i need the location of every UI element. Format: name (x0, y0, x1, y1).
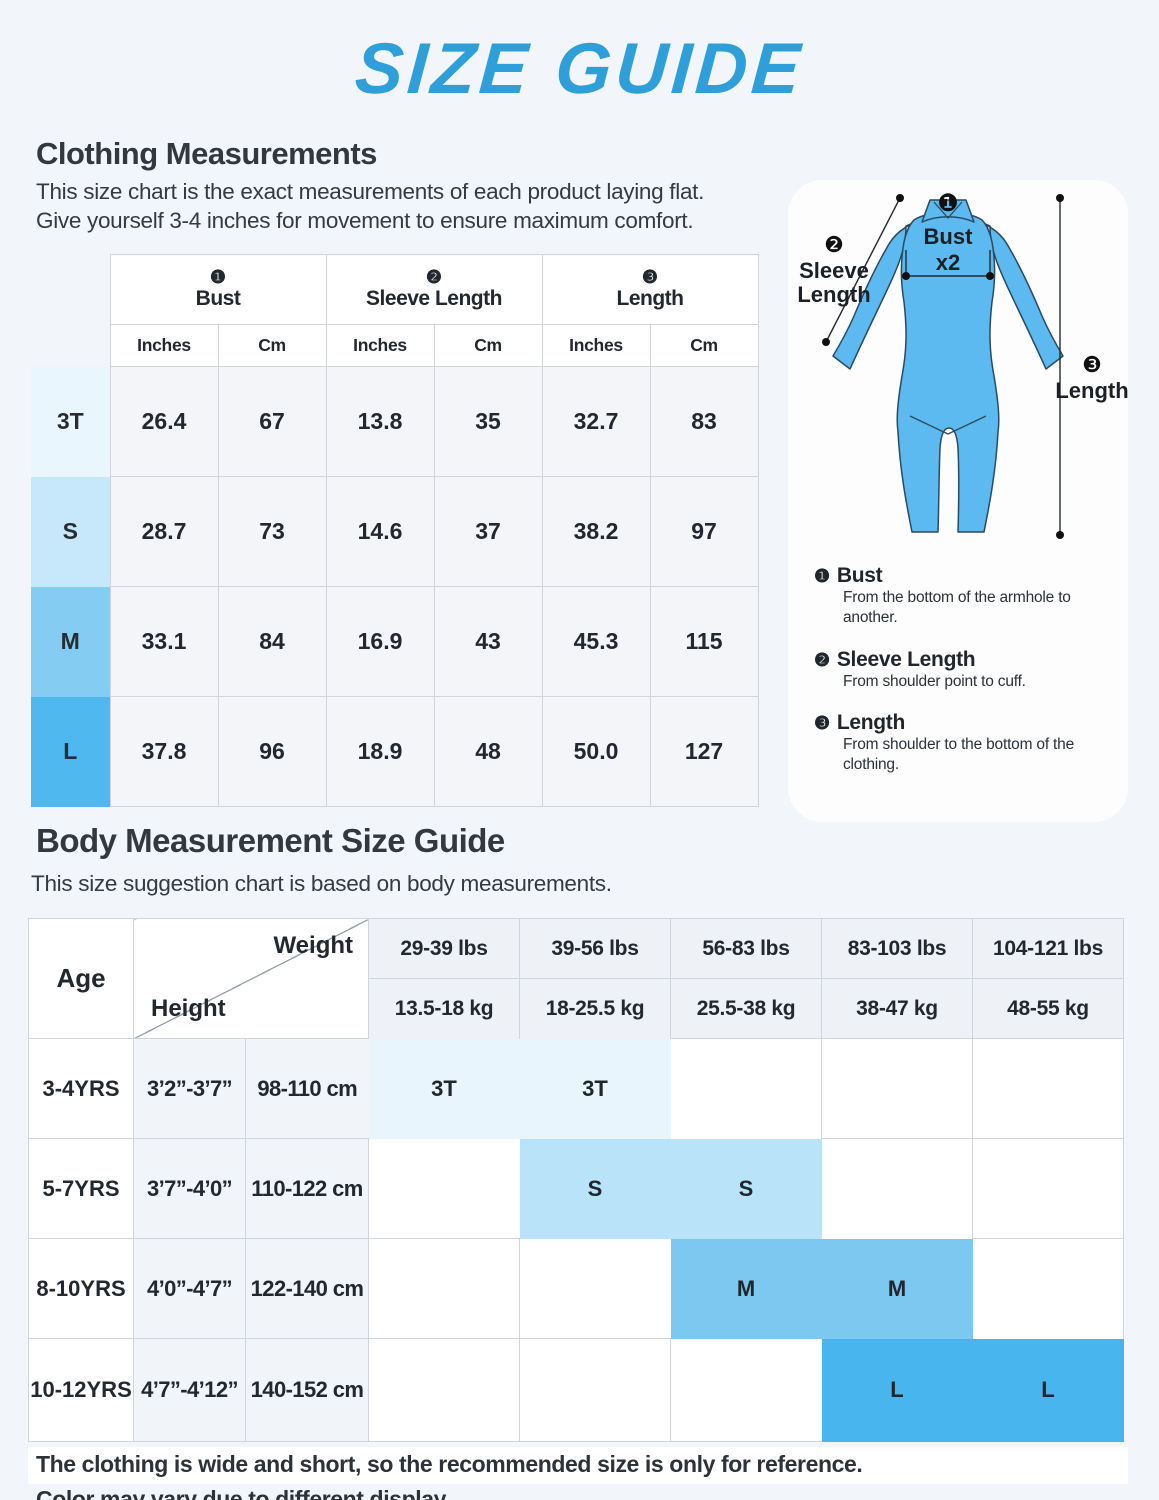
age-header: Age (28, 918, 134, 1039)
size-label-s: S (31, 476, 111, 587)
weight-col-kg: 13.5-18 kg (368, 978, 520, 1039)
page-title: SIZE GUIDE (352, 29, 807, 109)
sleeve-line (825, 197, 901, 343)
length-dot-bottom (1056, 531, 1064, 539)
column-group-length: ❸ Length (541, 254, 759, 325)
height-header-label: Height (151, 995, 226, 1022)
weight-col-lbs: 39-56 lbs (519, 918, 671, 979)
size-band-m: M (670, 1238, 822, 1339)
sleeve-label-line1: Sleeve (799, 258, 869, 283)
body-measurement-heading: Body Measurement Size Guide (36, 822, 505, 859)
suit-collar-v-seam (933, 201, 963, 219)
table-row: 3T 26.4 67 13.8 35 32.7 83 (31, 366, 759, 477)
weight-col-kg: 38-47 kg (821, 978, 973, 1039)
length-dot-top (1056, 194, 1064, 202)
suit-collar (921, 199, 975, 223)
size-band-s: S (519, 1138, 671, 1239)
legend-badge-1-icon: ❶ (814, 566, 830, 586)
badge-3-icon: ❸ (641, 266, 659, 287)
clothing-measurements-heading: Clothing Measurements (36, 136, 377, 171)
weight-header-label: Weight (273, 932, 353, 959)
length-badge-icon: ❸ (1082, 352, 1102, 377)
legend-item-length: ❸ Length From shoulder to the bottom of t… (814, 711, 1074, 774)
clothing-desc-line2: Give yourself 3-4 inches for movement to… (36, 208, 694, 233)
weight-col-lbs: 83-103 lbs (821, 918, 973, 979)
sleeve-dot-top (896, 194, 904, 202)
unit-header: Cm (217, 324, 327, 367)
badge-1-icon: ❶ (209, 266, 227, 287)
table-row: M 33.1 84 16.9 43 45.3 115 (31, 586, 759, 697)
column-group-sleeve-length: ❷ Sleeve Length (325, 254, 543, 325)
sleeve-label-line2: Length (797, 282, 870, 307)
table-row: S 28.7 73 14.6 37 38.2 97 (31, 476, 759, 587)
table-row: 5-7YRS 3’7”-4’0” 110-122 cm S S (28, 1138, 1124, 1239)
size-band-3t: 3T (519, 1038, 671, 1139)
badge-2-icon: ❷ (425, 266, 443, 287)
size-band-m: M (821, 1238, 973, 1339)
size-band-l: L (821, 1338, 973, 1442)
unit-header: Cm (649, 324, 759, 367)
table-row: 3-4YRS 3’2”-3’7” 98-110 cm 3T 3T (28, 1038, 1124, 1139)
legend-badge-2-icon: ❷ (814, 649, 830, 670)
weight-col-kg: 25.5-38 kg (670, 978, 822, 1039)
footnote-size-reference: The clothing is wide and short, so the r… (28, 1447, 1128, 1484)
legend-item-sleeve-length: ❷ Sleeve Length From shoulder point to cu… (814, 647, 1026, 690)
size-label-l: L (31, 696, 111, 807)
clothing-desc-line1: This size chart is the exact measurement… (36, 179, 705, 204)
bust-dot-right (986, 272, 994, 280)
column-group-bust: ❶ Bust (109, 254, 327, 325)
bust-label: Bust (924, 224, 974, 249)
clothing-measurements-table: ❶ Bust ❷ Sleeve Length ❸ Length Inches C… (31, 254, 759, 807)
suit-crotch-seam (909, 415, 987, 435)
legend-item-bust: ❶ Bust From the bottom of the armhole to … (814, 564, 1071, 626)
unit-header: Inches (325, 324, 435, 367)
body-measurement-desc: This size suggestion chart is based on b… (31, 871, 612, 896)
footnote-color-disclaimer: Color may vary due to different display. (36, 1486, 451, 1500)
weight-height-diagonal-header: Weight Height (133, 918, 369, 1039)
table-row: 10-12YRS 4’7”-4’12” 140-152 cm L L (28, 1338, 1124, 1442)
unit-header: Inches (109, 324, 219, 367)
measurement-legend: ❶ Bust From the bottom of the armhole to … (788, 558, 1128, 775)
weight-col-lbs: 29-39 lbs (368, 918, 520, 979)
size-band-3t: 3T (368, 1038, 520, 1139)
table-row: L 37.8 96 18.9 48 50.0 127 (31, 696, 759, 807)
suit-torso-legs (896, 211, 1000, 533)
unit-header: Cm (433, 324, 543, 367)
body-measurement-table: Age Weight Height 29-39 lbs 39-56 lbs 56… (28, 918, 1124, 1442)
sleeve-badge-icon: ❷ (824, 232, 844, 257)
bust-x2-label: x2 (936, 250, 960, 275)
measurement-diagram-card: ❶ Bust x2 ❷ Sleeve Length ❸ Length ❶ Bust… (788, 180, 1128, 822)
legend-badge-3-icon: ❸ (814, 713, 830, 734)
weight-col-lbs: 104-121 lbs (972, 918, 1124, 979)
weight-col-lbs: 56-83 lbs (670, 918, 822, 979)
size-band-s: S (670, 1138, 822, 1239)
sleeve-dot-bottom (822, 338, 830, 346)
unit-header: Inches (541, 324, 651, 367)
weight-col-kg: 48-55 kg (972, 978, 1124, 1039)
size-label-m: M (31, 586, 111, 697)
bodysuit-diagram: ❶ Bust x2 ❷ Sleeve Length ❸ Length (797, 190, 1128, 539)
size-label-3t: 3T (31, 366, 111, 477)
length-label: Length (1055, 378, 1128, 403)
size-band-l: L (972, 1338, 1124, 1442)
table-row: 8-10YRS 4’0”-4’7” 122-140 cm M M (28, 1238, 1124, 1339)
bust-badge-icon: ❶ (937, 190, 959, 217)
weight-col-kg: 18-25.5 kg (519, 978, 671, 1039)
bust-dot-left (902, 272, 910, 280)
table-corner-empty (31, 254, 111, 367)
